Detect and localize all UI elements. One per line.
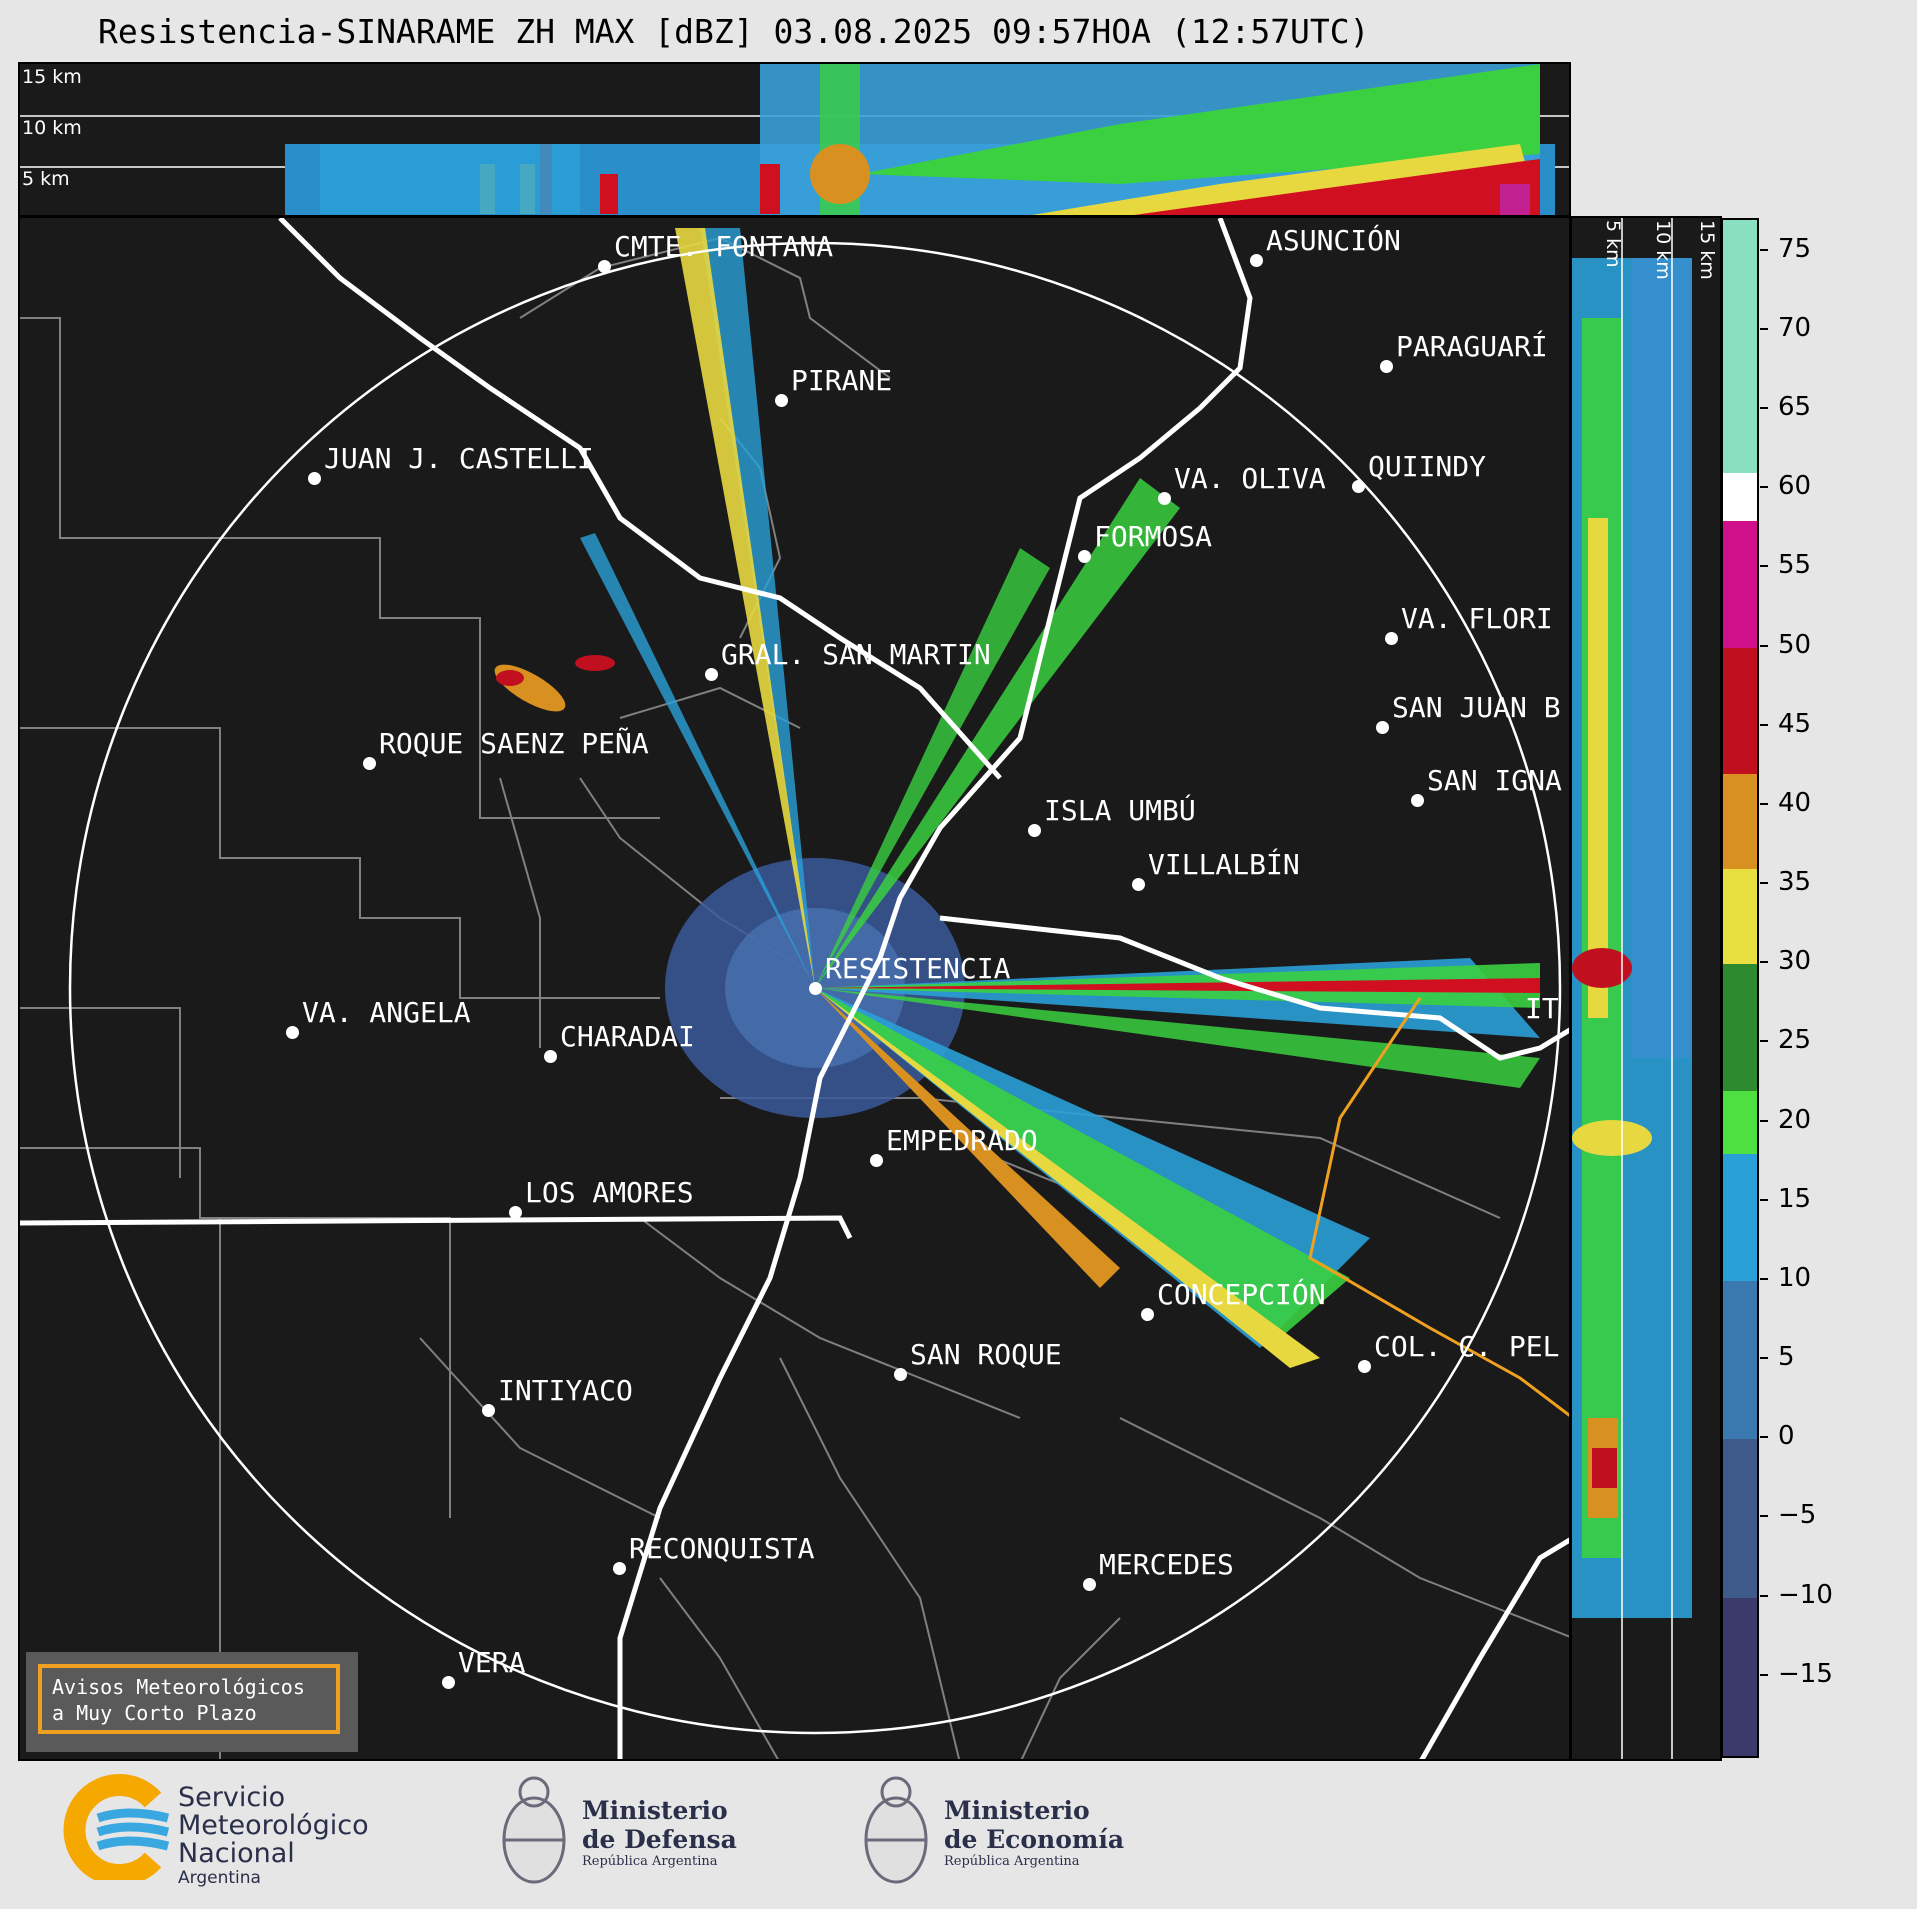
colorbar-tick: 65 — [1760, 392, 1811, 422]
top-cross-section-panel: 15 km 10 km 5 km — [18, 62, 1571, 217]
smn-line-1: Servicio — [178, 1782, 286, 1813]
smn-line-2: Meteorológico — [178, 1810, 369, 1841]
altitude-label-10km: 10 km — [22, 117, 82, 139]
warning-line-2: a Muy Corto Plazo — [52, 1701, 257, 1725]
colorbar-segment — [1723, 1154, 1757, 1281]
radar-map-panel[interactable]: CMTE. FONTANA ASUNCIÓN PARAGUARÍ PIRANE … — [18, 216, 1571, 1761]
colorbar-tick: −10 — [1760, 1580, 1833, 1610]
colorbar-tick: 40 — [1760, 788, 1811, 818]
coat-of-arms-icon — [502, 1776, 566, 1884]
economia-line-2: de Economía — [944, 1825, 1125, 1854]
colorbar-tick: 35 — [1760, 867, 1811, 897]
colorbar-tick: 75 — [1760, 234, 1811, 264]
colorbar-tick: 50 — [1760, 630, 1811, 660]
colorbar-tick: 45 — [1760, 709, 1811, 739]
smn-line-4: Argentina — [178, 1868, 261, 1888]
smn-emblem-icon — [63, 1774, 170, 1880]
economia-line-3: República Argentina — [944, 1854, 1080, 1869]
warning-box[interactable]: Avisos Meteorológicos a Muy Corto Plazo — [26, 1652, 358, 1752]
colorbar-segment — [1723, 220, 1757, 474]
defensa-line-1: Ministerio — [582, 1796, 728, 1825]
rivers-and-borders — [20, 218, 1569, 1759]
smn-line-3: Nacional — [178, 1838, 295, 1869]
coat-of-arms-icon — [864, 1776, 928, 1884]
colorbar-tick: 70 — [1760, 313, 1811, 343]
colorbar-tick: 25 — [1760, 1025, 1811, 1055]
colorbar-segment — [1723, 473, 1757, 521]
side-cross-section-panel: 5 km 10 km 15 km — [1570, 216, 1722, 1761]
dbz-colorbar — [1721, 218, 1759, 1758]
colorbar-segment — [1723, 1439, 1757, 1598]
colorbar-segment — [1723, 869, 1757, 965]
colorbar-tick: 15 — [1760, 1184, 1811, 1214]
colorbar-segment — [1723, 1090, 1757, 1155]
colorbar-tick: 60 — [1760, 471, 1811, 501]
colorbar-segment — [1723, 964, 1757, 1091]
colorbar-tick: 20 — [1760, 1105, 1811, 1135]
border-line — [1308, 997, 1569, 1417]
colorbar-tick: 5 — [1760, 1342, 1795, 1372]
colorbar-tick: −5 — [1760, 1500, 1816, 1530]
range-ring — [68, 241, 1562, 1735]
colorbar-tick: 30 — [1760, 946, 1811, 976]
colorbar-tick: 55 — [1760, 550, 1811, 580]
colorbar-segment — [1723, 1280, 1757, 1440]
altitude-label-5km: 5 km — [22, 168, 70, 190]
colorbar-segment — [1723, 1597, 1757, 1756]
radar-map-graphic — [20, 218, 1569, 1759]
altitude-label-5km-side: 5 km — [1602, 220, 1624, 268]
altitude-label-15km-side: 15 km — [1696, 220, 1718, 280]
colorbar-segment — [1723, 774, 1757, 870]
colorbar-segment — [1723, 647, 1757, 775]
defensa-line-2: de Defensa — [582, 1825, 737, 1854]
colorbar-tick: −15 — [1760, 1659, 1833, 1689]
altitude-label-15km: 15 km — [22, 66, 82, 88]
radar-echoes — [494, 228, 1540, 1368]
colorbar-tick: 10 — [1760, 1263, 1811, 1293]
economia-line-1: Ministerio — [944, 1796, 1090, 1825]
colorbar-tick: 0 — [1760, 1421, 1795, 1451]
warning-line-1: Avisos Meteorológicos — [52, 1675, 305, 1699]
colorbar-segment — [1723, 520, 1757, 648]
altitude-label-10km-side: 10 km — [1652, 220, 1674, 280]
side-cross-section-graphic — [1572, 218, 1692, 1759]
defensa-line-3: República Argentina — [582, 1854, 718, 1869]
page-title: Resistencia-SINARAME ZH MAX [dBZ] 03.08.… — [98, 12, 1370, 51]
top-cross-section-graphic — [20, 64, 1569, 215]
